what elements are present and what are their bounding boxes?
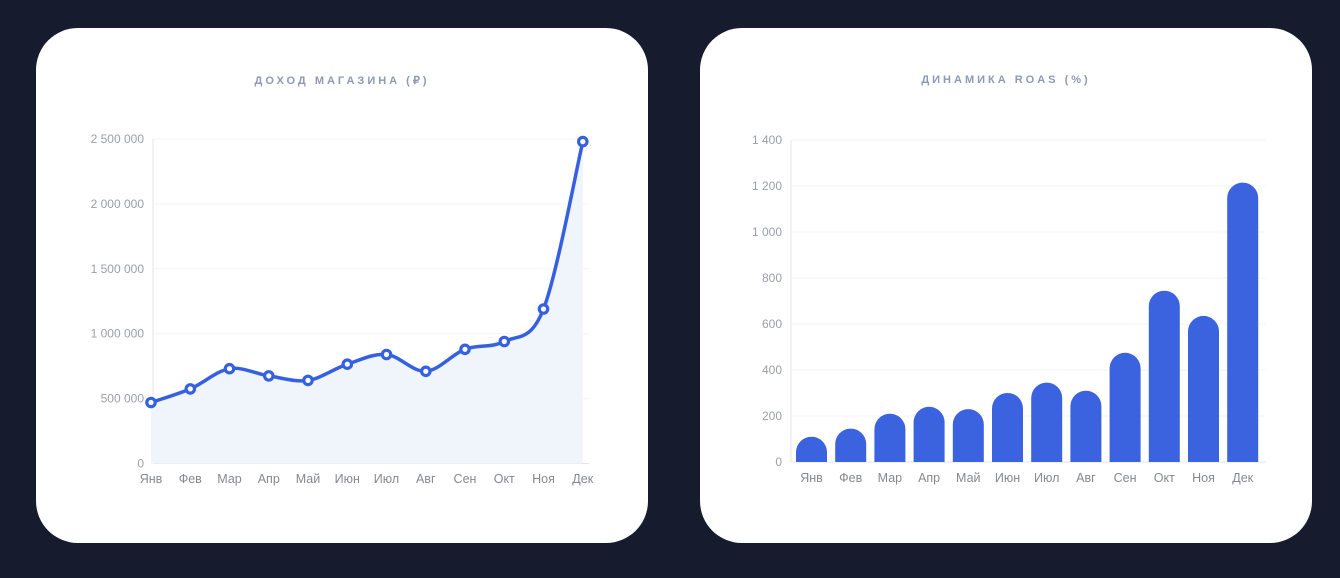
x-axis-month-label: Май: [296, 472, 321, 486]
roas-bar: [992, 393, 1023, 462]
y-axis-tick-label: 0: [137, 457, 144, 471]
y-axis-tick-label: 400: [762, 363, 782, 377]
x-axis-month-label: Фев: [179, 472, 202, 486]
roas-bar: [1070, 390, 1102, 462]
y-axis-tick-label: 1 000 000: [91, 327, 145, 341]
x-axis-month-label: Май: [956, 471, 981, 485]
roas-bar-chart[interactable]: 0 200 400 600 800 1 000 1 200 1 400 Янв Фев Мар Апр…: [700, 102, 1312, 542]
data-point: [341, 358, 354, 370]
x-axis-month-label: Авг: [1076, 471, 1096, 485]
data-point: [459, 343, 471, 356]
y-axis-tick-label: 1 400: [752, 133, 782, 147]
y-axis-tick-label: 800: [762, 271, 782, 285]
x-axis-month-label: Фев: [839, 471, 862, 485]
x-axis-month-label: Июн: [335, 472, 360, 486]
x-axis-month-label: Ноя: [532, 472, 555, 486]
data-point: [223, 362, 236, 375]
x-axis-month-label: Мар: [217, 472, 242, 486]
x-axis-month-label: Окт: [494, 472, 515, 486]
roas-bar: [835, 428, 867, 462]
x-axis-month-label: Сен: [1114, 471, 1137, 485]
y-axis-tick-label: 2 500 000: [91, 132, 145, 146]
data-point: [419, 365, 432, 378]
x-axis-month-label: Апр: [258, 472, 280, 486]
y-axis-tick-label: 2 000 000: [91, 197, 145, 211]
y-axis-tick-label: 500 000: [101, 392, 145, 406]
x-axis-month-label: Мар: [878, 471, 903, 485]
x-axis-month-label: Авг: [416, 472, 436, 486]
y-axis-tick-label: 0: [775, 455, 782, 469]
revenue-line-chart[interactable]: 0 500 000 1 000 000 1 500 000 2 000 000 2 500…: [36, 103, 648, 543]
roas-bar: [796, 436, 827, 462]
roas-card: ДИНАМИКА ROAS (%) 0 200 400 600 800 1 000 1 20…: [700, 28, 1312, 543]
x-axis-month-label: Дек: [1232, 471, 1253, 485]
roas-bar: [952, 409, 984, 462]
roas-bar: [913, 406, 945, 462]
data-point: [145, 396, 157, 409]
x-axis-month-label: Окт: [1154, 471, 1175, 485]
roas-bar: [1227, 182, 1259, 462]
roas-bar: [1148, 290, 1180, 462]
roas-bar: [1109, 352, 1141, 462]
y-axis-tick-label: 1 200: [752, 179, 782, 193]
roas-bar: [1031, 382, 1063, 462]
data-point: [184, 383, 197, 395]
y-axis-tick-label: 1 000: [752, 225, 782, 239]
y-axis-tick-label: 1 500 000: [91, 262, 145, 276]
x-axis-month-label: Июн: [995, 471, 1020, 485]
roas-bar: [1188, 315, 1219, 462]
x-axis-month-label: Июл: [1034, 471, 1059, 485]
data-point: [380, 348, 393, 361]
data-point: [576, 135, 589, 148]
data-point: [263, 370, 275, 382]
x-axis-month-label: Июл: [374, 472, 399, 486]
revenue-card: ДОХОД МАГАЗИНА (₽) 0 500 000 1 000 000 1 50…: [36, 28, 648, 543]
y-axis-tick-label: 200: [762, 409, 782, 423]
data-point: [498, 335, 511, 348]
x-axis-month-label: Апр: [918, 471, 940, 485]
x-axis-month-label: Янв: [800, 471, 823, 485]
revenue-chart-title: ДОХОД МАГАЗИНА (₽): [254, 75, 430, 87]
x-axis-month-label: Ноя: [1192, 471, 1215, 485]
y-axis-tick-label: 600: [762, 317, 782, 331]
x-axis-month-label: Дек: [572, 472, 593, 486]
roas-chart-title: ДИНАМИКА ROAS (%): [921, 74, 1091, 86]
roas-bar: [874, 413, 906, 462]
x-axis-month-label: Янв: [140, 472, 163, 486]
x-axis-month-label: Сен: [454, 472, 477, 486]
data-point: [302, 374, 314, 387]
data-point: [537, 303, 550, 315]
area-fill: [151, 141, 583, 464]
